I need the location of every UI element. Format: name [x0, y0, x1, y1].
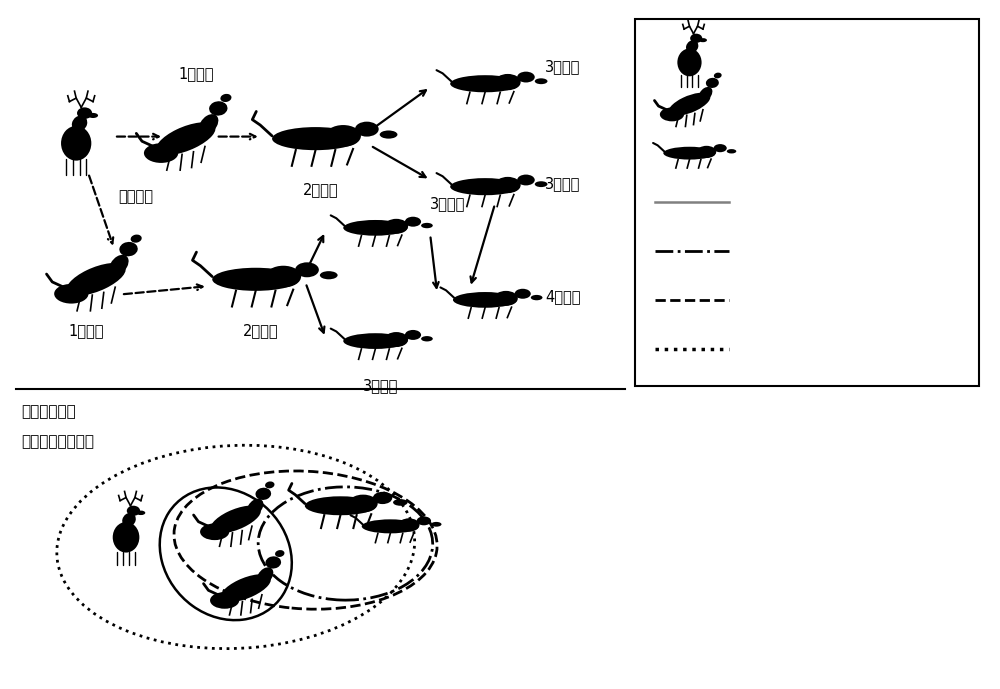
Text: 狼群-猎物交互势场: 狼群-猎物交互势场: [749, 340, 835, 358]
Ellipse shape: [535, 79, 547, 84]
Ellipse shape: [677, 48, 702, 76]
Text: 3级从狼: 3级从狼: [545, 59, 580, 74]
Ellipse shape: [199, 114, 218, 134]
Ellipse shape: [697, 146, 716, 158]
Ellipse shape: [380, 130, 397, 138]
Ellipse shape: [362, 520, 419, 533]
Ellipse shape: [247, 499, 263, 516]
Ellipse shape: [122, 513, 136, 527]
Ellipse shape: [515, 289, 531, 299]
Text: 头狼交互势场: 头狼交互势场: [749, 193, 809, 211]
Ellipse shape: [535, 181, 547, 187]
Ellipse shape: [373, 492, 392, 504]
Ellipse shape: [699, 38, 707, 42]
Ellipse shape: [255, 488, 271, 500]
Ellipse shape: [421, 336, 433, 342]
Text: 头狼: 头狼: [749, 95, 769, 113]
Ellipse shape: [272, 127, 359, 150]
Ellipse shape: [517, 72, 535, 83]
Ellipse shape: [343, 333, 407, 349]
Ellipse shape: [393, 499, 408, 506]
Ellipse shape: [384, 332, 408, 347]
Ellipse shape: [517, 174, 535, 185]
Ellipse shape: [212, 268, 299, 291]
Ellipse shape: [275, 550, 284, 557]
Text: 异构狼群交互势场: 异构狼群交互势场: [21, 433, 94, 449]
Text: 从狼: 从狼: [749, 144, 769, 162]
Ellipse shape: [398, 518, 420, 532]
Ellipse shape: [686, 40, 698, 53]
Text: 3级从狼: 3级从狼: [363, 378, 398, 393]
Ellipse shape: [699, 87, 712, 101]
Ellipse shape: [209, 101, 227, 116]
Text: 1级头狼: 1级头狼: [178, 66, 214, 81]
Text: 3级从狼: 3级从狼: [430, 196, 466, 212]
Ellipse shape: [495, 177, 521, 193]
Ellipse shape: [266, 266, 301, 287]
Text: 4级从狼: 4级从狼: [545, 289, 580, 304]
Text: 头狼-从狼交互势场: 头狼-从狼交互势场: [749, 291, 835, 309]
Ellipse shape: [421, 223, 433, 228]
Ellipse shape: [72, 116, 87, 132]
Ellipse shape: [265, 556, 281, 568]
Text: 3级从狼: 3级从狼: [545, 176, 580, 191]
Ellipse shape: [706, 78, 719, 88]
Ellipse shape: [494, 291, 518, 306]
Ellipse shape: [211, 506, 261, 533]
Ellipse shape: [136, 511, 145, 515]
Ellipse shape: [54, 284, 88, 304]
Ellipse shape: [200, 524, 229, 540]
Ellipse shape: [257, 567, 273, 584]
Ellipse shape: [405, 217, 421, 227]
Ellipse shape: [450, 178, 520, 195]
Text: 2级从狼: 2级从狼: [243, 323, 278, 338]
Ellipse shape: [531, 295, 542, 300]
Ellipse shape: [113, 522, 139, 553]
Bar: [635, 19, 979, 386]
Ellipse shape: [221, 574, 271, 602]
Ellipse shape: [144, 143, 178, 163]
Ellipse shape: [67, 263, 126, 296]
Ellipse shape: [714, 72, 722, 79]
Text: 2级从狼: 2级从狼: [303, 183, 338, 198]
Ellipse shape: [384, 219, 408, 234]
Ellipse shape: [220, 94, 231, 102]
Ellipse shape: [210, 592, 239, 609]
Ellipse shape: [453, 292, 517, 308]
Ellipse shape: [343, 220, 407, 236]
Text: 猎物: 猎物: [749, 46, 769, 64]
Text: 1级头狼: 1级头狼: [68, 323, 104, 338]
Ellipse shape: [355, 122, 379, 136]
Ellipse shape: [295, 263, 319, 277]
Ellipse shape: [690, 34, 702, 43]
Ellipse shape: [349, 495, 378, 513]
Ellipse shape: [131, 234, 142, 243]
Ellipse shape: [127, 506, 140, 516]
Ellipse shape: [61, 126, 91, 161]
Ellipse shape: [495, 74, 521, 90]
Ellipse shape: [119, 242, 138, 256]
Ellipse shape: [431, 522, 442, 526]
Text: 从狼交互势场: 从狼交互势场: [749, 242, 809, 260]
Ellipse shape: [88, 113, 98, 118]
Ellipse shape: [714, 144, 727, 152]
Ellipse shape: [109, 255, 129, 275]
Ellipse shape: [660, 107, 684, 121]
Ellipse shape: [325, 125, 361, 147]
Ellipse shape: [417, 517, 431, 525]
Ellipse shape: [305, 496, 376, 515]
Ellipse shape: [663, 147, 716, 160]
Ellipse shape: [450, 75, 520, 92]
Text: 狩猎观测层级: 狩猎观测层级: [21, 404, 76, 419]
Ellipse shape: [405, 330, 421, 340]
Ellipse shape: [77, 107, 92, 119]
Ellipse shape: [320, 271, 338, 279]
Ellipse shape: [669, 93, 710, 116]
Ellipse shape: [156, 122, 215, 155]
Text: 猎物感知: 猎物感知: [119, 189, 154, 205]
Ellipse shape: [727, 149, 736, 154]
Ellipse shape: [265, 482, 274, 489]
